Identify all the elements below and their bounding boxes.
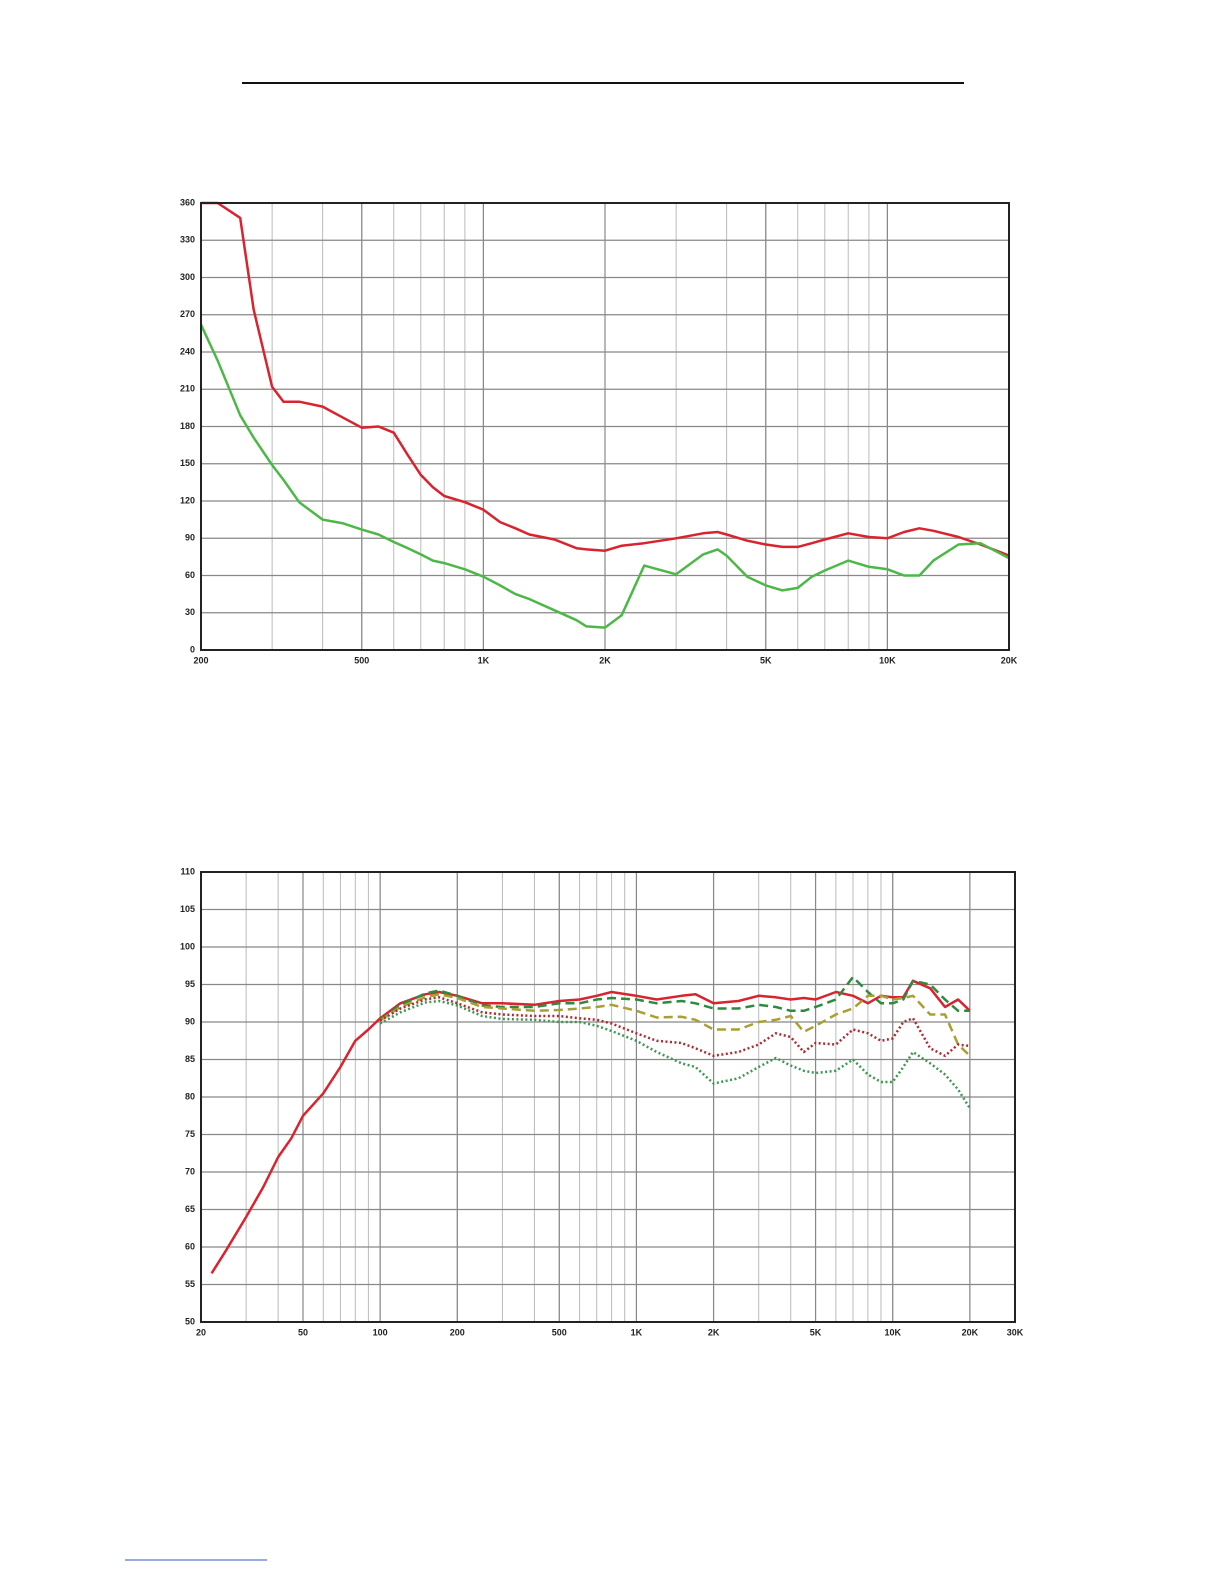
series-line — [379, 999, 971, 1109]
chart: 0 30 60 90 120 150 180 210 240 270 300 330 360 200 500… — [180, 197, 1018, 665]
x-tick-label: 30K — [1007, 1327, 1024, 1337]
x-tick-label: 2K — [708, 1327, 720, 1337]
x-tick-label: 2K — [599, 655, 611, 665]
x-tick-label: 50 — [298, 1327, 308, 1337]
y-tick-label: 30 — [185, 607, 195, 617]
series-line — [201, 201, 1010, 557]
y-tick-label: 240 — [180, 346, 195, 356]
x-tick-label: 10K — [884, 1327, 901, 1337]
x-tick-label: 5K — [810, 1327, 822, 1337]
x-tick-label: 1K — [631, 1327, 643, 1337]
x-tick-label: 20K — [1001, 655, 1018, 665]
y-tick-label: 60 — [185, 570, 195, 580]
y-tick-label: 330 — [180, 235, 195, 245]
series-line — [210, 979, 971, 1274]
y-tick-label: 85 — [185, 1054, 195, 1064]
y-tick-label: 360 — [180, 197, 195, 207]
y-tick-label: 90 — [185, 533, 195, 543]
y-tick-label: 105 — [180, 904, 195, 914]
x-tick-label: 100 — [373, 1327, 388, 1337]
plot-frame — [200, 202, 1010, 651]
y-tick-label: 55 — [185, 1279, 195, 1289]
series-line — [379, 996, 971, 1058]
plot-frame — [200, 871, 1016, 1323]
y-tick-label: 50 — [185, 1316, 195, 1326]
y-tick-label: 90 — [185, 1016, 195, 1026]
x-tick-label: 5K — [760, 655, 772, 665]
x-tick-label: 20K — [962, 1327, 979, 1337]
series-line — [379, 993, 971, 1057]
x-tick-label: 200 — [450, 1327, 465, 1337]
x-tick-label: 200 — [193, 655, 208, 665]
y-tick-label: 65 — [185, 1204, 195, 1214]
x-tick-label: 500 — [354, 655, 369, 665]
x-tick-label: 500 — [552, 1327, 567, 1337]
y-tick-label: 80 — [185, 1091, 195, 1101]
series-line — [199, 324, 1010, 629]
x-tick-label: 20 — [196, 1327, 206, 1337]
y-tick-label: 95 — [185, 979, 195, 989]
y-tick-label: 60 — [185, 1241, 195, 1251]
y-tick-label: 70 — [185, 1166, 195, 1176]
y-tick-label: 110 — [180, 866, 195, 876]
y-tick-label: 75 — [185, 1129, 195, 1139]
y-tick-label: 100 — [180, 941, 195, 951]
series-line — [379, 975, 970, 1021]
y-tick-label: 300 — [180, 272, 195, 282]
x-tick-label: 10K — [879, 655, 896, 665]
y-tick-label: 0 — [190, 644, 195, 654]
y-tick-label: 210 — [180, 384, 195, 394]
y-tick-label: 270 — [180, 309, 195, 319]
y-tick-label: 120 — [180, 495, 195, 505]
y-tick-label: 180 — [180, 421, 195, 431]
x-tick-label: 1K — [478, 655, 490, 665]
y-tick-label: 150 — [180, 458, 195, 468]
